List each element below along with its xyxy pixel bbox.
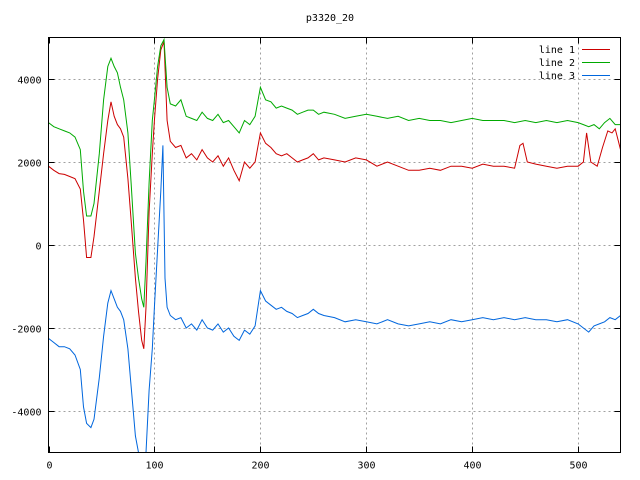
y-tick-label: -2000 — [11, 325, 41, 336]
x-tick-label: 200 — [251, 461, 269, 472]
legend-label-2: line 2 — [539, 58, 575, 69]
legend-label-3: line 3 — [539, 71, 575, 82]
grid-lines — [48, 37, 621, 453]
y-tick-label: 4000 — [17, 76, 41, 87]
legend: line 1 line 2 line 3 — [539, 45, 610, 82]
chart-title: p3320_20 — [306, 13, 354, 24]
y-tick-label: 0 — [35, 242, 41, 253]
legend-label-1: line 1 — [539, 45, 575, 56]
x-tick-label: 400 — [463, 461, 481, 472]
y-tick-label: -4000 — [11, 408, 41, 419]
series-line-3 — [48, 145, 621, 453]
series-line-2 — [48, 37, 621, 308]
y-tick-label: 2000 — [17, 159, 41, 170]
x-tick-label: 500 — [569, 461, 587, 472]
x-tick-label: 300 — [357, 461, 375, 472]
series-lines — [48, 37, 621, 453]
series-line-1 — [48, 41, 621, 349]
x-tick-label: 100 — [145, 461, 163, 472]
axis-ticks: 0 100 200 300 400 500 -4000 -2000 0 2000 4000 — [11, 37, 621, 472]
x-tick-label: 0 — [46, 461, 52, 472]
